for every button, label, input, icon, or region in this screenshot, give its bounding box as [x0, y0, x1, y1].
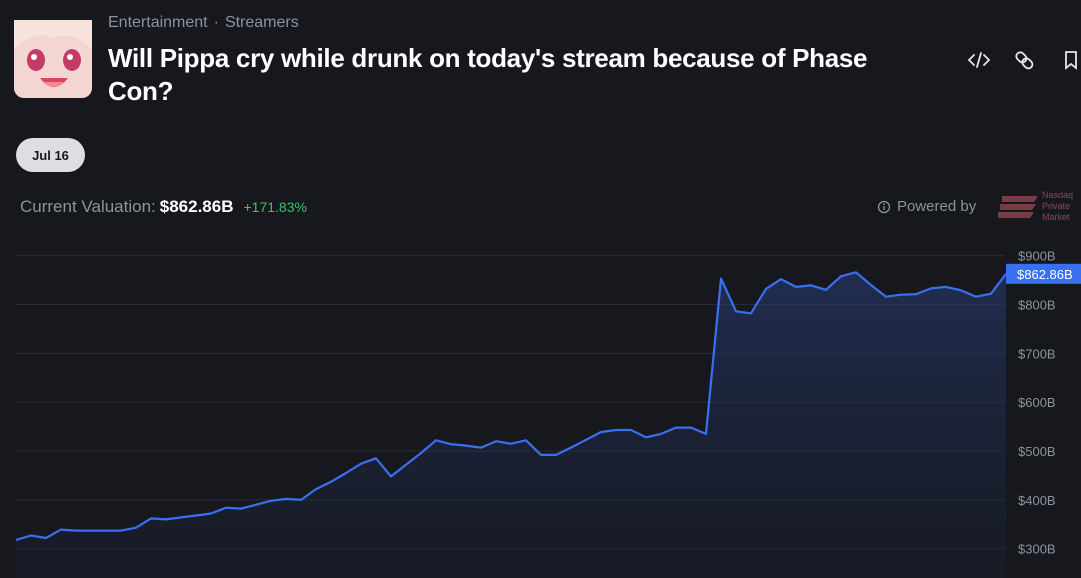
valuation: Current Valuation: $862.86B +171.83%	[20, 197, 307, 217]
category-link[interactable]: Entertainment	[108, 14, 208, 31]
bookmark-button[interactable]	[1065, 51, 1077, 70]
logo-text: Nasdaq Private Market	[1042, 190, 1073, 223]
powered-by: Powered by	[897, 198, 977, 215]
y-tick-label: $700B	[1018, 346, 1056, 361]
logo-line: Nasdaq	[1042, 190, 1074, 200]
logo-line: Private	[1042, 201, 1071, 211]
avatar	[14, 20, 92, 98]
y-tick-label: $500B	[1018, 444, 1056, 459]
info-icon	[877, 200, 891, 214]
y-tick-label: $400B	[1018, 493, 1056, 508]
y-tick-label: $600B	[1018, 395, 1056, 410]
separator: ·	[213, 14, 219, 31]
link-button[interactable]	[1015, 51, 1034, 70]
y-tick-label: $300B	[1018, 542, 1056, 557]
y-tick-label: $900B	[1018, 249, 1056, 264]
logo-mark	[998, 196, 1038, 218]
line	[15, 271, 1007, 541]
embed-button[interactable]	[967, 52, 991, 68]
current-value-box	[1006, 263, 1081, 284]
toolbar	[967, 51, 1077, 70]
y-tick-label: $800B	[1018, 297, 1056, 312]
area	[16, 272, 1006, 578]
logo-line: Market	[1042, 212, 1070, 222]
market-title: Will Pippa cry while drunk on today's st…	[108, 43, 868, 106]
valuation-change: +171.83%	[243, 199, 307, 215]
valuation-label: Current Valuation:	[20, 197, 156, 216]
subcategory-link[interactable]: Streamers	[224, 14, 299, 31]
date-pill[interactable]: Jul 16	[16, 138, 85, 172]
current-value-label: $862.86B	[1017, 267, 1073, 282]
valuation-value: $862.86B	[159, 197, 234, 216]
breadcrumb: Entertainment · Streamers	[108, 14, 305, 32]
